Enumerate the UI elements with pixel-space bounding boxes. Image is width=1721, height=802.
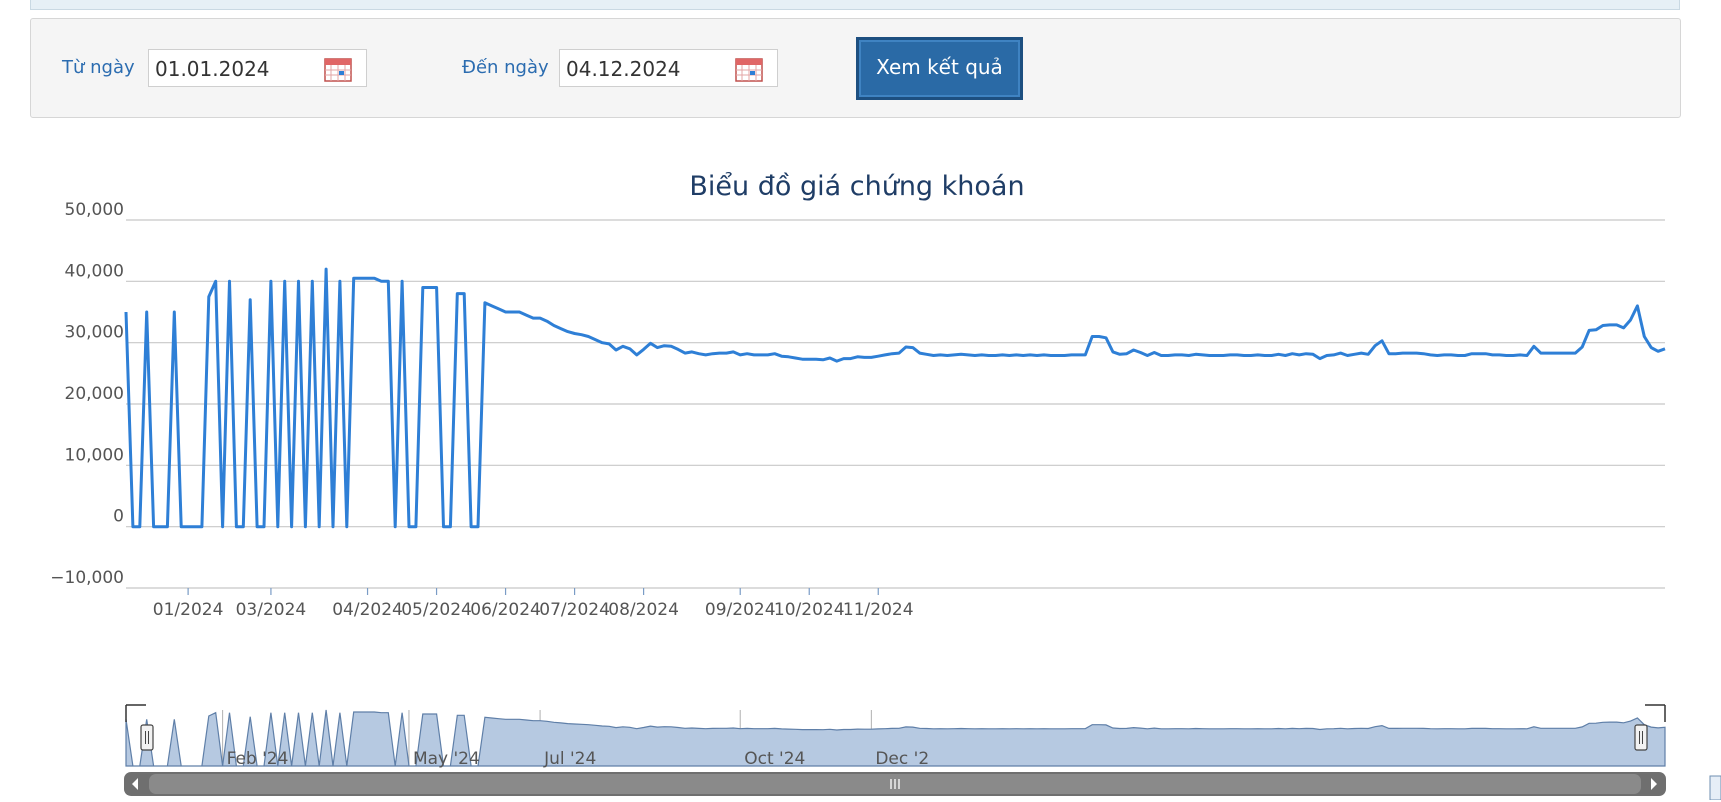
from-date-value: 01.01.2024 xyxy=(155,57,270,81)
y-tick-label: 20,000 xyxy=(65,384,124,404)
to-date-value: 04.12.2024 xyxy=(566,57,681,81)
x-tick-label: 10/2024 xyxy=(774,600,845,620)
from-date-input[interactable]: 01.01.2024 xyxy=(148,49,367,87)
navigator-label: Dec '2 xyxy=(875,749,929,769)
navigator-handle-right[interactable] xyxy=(1634,724,1648,751)
navigator[interactable]: Feb '24 May '24 Jul '24 Oct '24 Dec '2 xyxy=(125,704,1666,769)
y-tick-label: 30,000 xyxy=(65,323,124,343)
navigator-labels: Feb '24 May '24 Jul '24 Oct '24 Dec '2 xyxy=(227,749,930,769)
x-tick-label: 04/2024 xyxy=(332,600,403,620)
view-results-button[interactable]: Xem kết quả xyxy=(856,37,1023,100)
x-tick-label: 05/2024 xyxy=(401,600,472,620)
to-date-input[interactable]: 04.12.2024 xyxy=(559,49,778,87)
scrollbar[interactable] xyxy=(124,772,1666,796)
scrollbar-grip-icon xyxy=(890,779,900,789)
x-tick-label: 07/2024 xyxy=(539,600,610,620)
chart-title: Biểu đồ giá chứng khoán xyxy=(689,171,1024,202)
x-tick-label: 11/2024 xyxy=(843,600,914,620)
navigator-label: Jul '24 xyxy=(543,749,596,769)
navigator-label: Oct '24 xyxy=(744,749,805,769)
corner-widget xyxy=(1709,775,1721,800)
x-tick-label: 06/2024 xyxy=(470,600,541,620)
navigator-area xyxy=(125,709,1666,767)
calendar-icon[interactable] xyxy=(735,56,763,82)
y-tick-label: −10,000 xyxy=(50,568,124,588)
y-axis-ticks: 50,000 40,000 30,000 20,000 10,000 0 −10,000 xyxy=(50,200,124,588)
top-panel-edge xyxy=(30,0,1680,10)
x-tick-label: 08/2024 xyxy=(608,600,679,620)
x-tick-label: 03/2024 xyxy=(236,600,307,620)
y-tick-label: 50,000 xyxy=(65,200,124,220)
y-tick-label: 10,000 xyxy=(65,445,124,465)
price-series-line xyxy=(124,267,1666,529)
x-tick-label: 01/2024 xyxy=(153,600,224,620)
x-tick-label: 09/2024 xyxy=(705,600,776,620)
navigator-range-edges xyxy=(125,705,1666,722)
y-tick-label: 0 xyxy=(113,507,124,527)
navigator-label: May '24 xyxy=(413,749,480,769)
calendar-icon[interactable] xyxy=(324,56,352,82)
x-axis-ticks: 01/2024 03/2024 04/202405/202406/202407/20… xyxy=(153,588,914,620)
navigator-label: Feb '24 xyxy=(227,749,289,769)
y-tick-label: 40,000 xyxy=(65,261,124,281)
stock-price-chart: Biểu đồ giá chứng khoán 50,000 40,000 30,0… xyxy=(50,171,1721,800)
grid-lines xyxy=(126,219,1665,589)
scroll-left-arrow-icon[interactable] xyxy=(132,778,138,790)
scroll-right-arrow-icon[interactable] xyxy=(1651,778,1657,790)
from-date-label: Từ ngày xyxy=(62,57,135,78)
to-date-label: Đến ngày xyxy=(462,57,549,78)
navigator-handle-left[interactable] xyxy=(140,724,154,751)
